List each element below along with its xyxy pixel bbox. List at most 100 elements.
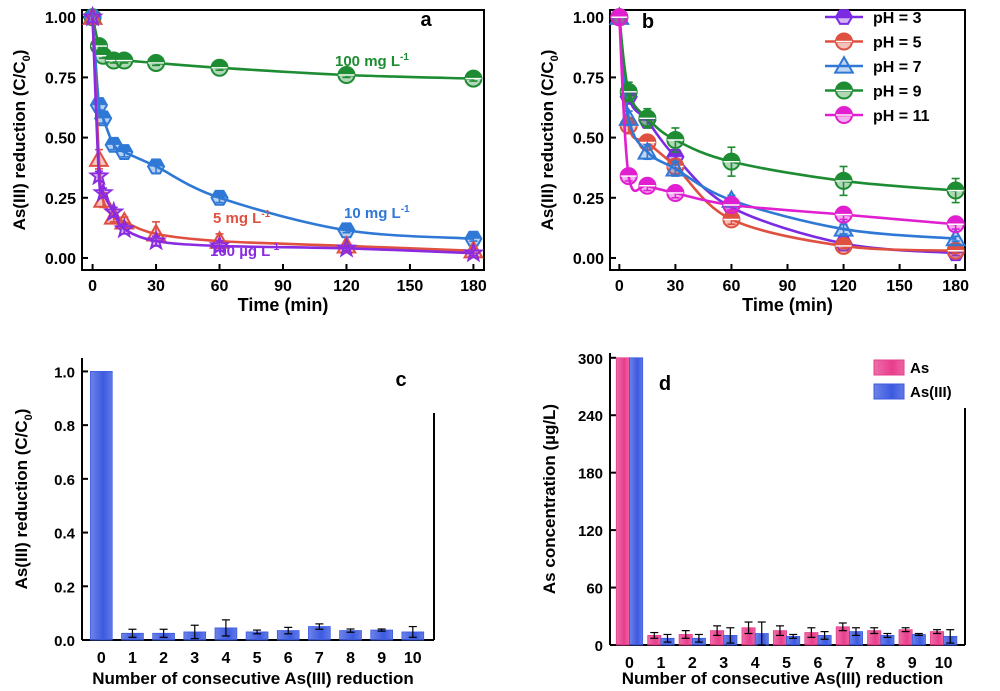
x-tick-label: 6 [814,655,823,672]
data-point [115,51,134,70]
data-point [104,136,123,153]
x-tick-label: 30 [666,278,684,295]
y-tick-label: 0.25 [573,191,604,208]
legend-marker [835,32,853,51]
data-point [834,236,853,255]
y-tick-label: 1.00 [45,10,76,27]
x-tick-label: 180 [460,278,487,295]
data-point [664,158,686,177]
x-tick-label: 2 [688,655,697,672]
x-tick-label: 9 [908,655,917,672]
legend: As As(III) [873,359,952,401]
data-point [638,176,657,195]
series-line [91,17,474,241]
data-point [92,181,115,203]
y-tick-label: 0.00 [45,251,76,268]
x-tick-label: 0 [625,655,634,672]
x-axis-label: Number of consecutive As(III) reduction [92,669,413,688]
data-point [146,158,166,175]
series-4 [610,8,965,234]
y-tick-label: 0.75 [573,70,604,87]
series-3 [81,5,485,263]
x-tick-label: 8 [876,655,885,672]
x-tick-label: 4 [221,650,230,667]
y-tick-label: 0.2 [54,579,75,596]
x-tick-label: 1 [656,655,665,672]
x-tick-label: 120 [333,278,360,295]
y-tick-label: 0.0 [54,633,75,650]
data-point [464,69,483,88]
data-point [337,66,356,84]
x-tick-label: 7 [315,650,324,667]
data-point [464,230,483,247]
y-axis-label: As concentration (µg/L) [540,404,559,594]
y-tick-label: 1.0 [54,364,75,381]
x-axis-label: Time (min) [238,295,329,315]
x-tick-label: 60 [211,278,229,295]
y-tick-label: 120 [578,523,603,540]
data-point [834,205,853,224]
data-point [722,196,741,214]
legend-label: pH = 9 [873,84,922,101]
data-point [147,53,166,72]
y-tick-label: 0 [595,638,603,655]
data-point [208,234,231,256]
x-tick-label: 8 [346,650,355,667]
x-tick-label: 1 [128,650,137,667]
x-tick-label: 0 [97,650,106,667]
data-point [610,8,629,27]
x-tick-label: 5 [253,650,262,667]
panel-c: 0.0 0.2 0.4 0.6 0.8 1.0 0 1 2 3 4 5 6 7 8 9 10 Number of … [12,358,435,688]
bar [629,357,644,646]
data-point [722,210,741,229]
legend-label: pH = 3 [873,10,922,27]
data-point [834,171,853,190]
x-tick-label: 10 [935,655,953,672]
legend-marker [834,9,854,25]
y-tick-label: 300 [578,351,603,368]
data-point [210,189,229,206]
y-tick-label: 0.4 [54,526,76,543]
series-0 [615,357,945,646]
data-point [666,183,685,202]
x-tick-label: 7 [845,655,854,672]
series-annotation: 100 mg L-1 [335,52,409,70]
x-tick-label: 0 [615,278,624,295]
y-tick-label: 0.75 [45,70,76,87]
y-axis-label: As(III) reduction (C/C0) [12,409,35,590]
x-tick-label: 5 [782,655,791,672]
y-tick-label: 0.6 [54,472,75,489]
data-point [115,144,134,160]
panel-label: c [395,369,406,391]
data-point [945,227,967,247]
y-tick-label: 60 [586,581,603,598]
series-0 [90,371,425,641]
panel-b: 0 30 60 90 120 150 180 0.00 0.25 0.50 0.75 1.00 Time… [538,6,969,315]
legend: pH = 3 pH = 5 pH = 7 pH = 9 pH = 11 [825,9,930,125]
data-point [946,181,965,200]
data-point [88,164,110,186]
x-tick-label: 3 [190,650,199,667]
panel-label: a [420,9,432,31]
x-tick-label: 9 [377,650,386,667]
y-tick-label: 1.00 [573,10,604,27]
x-axis-label: Number of consecutive As(III) reduction [622,669,943,688]
x-tick-label: 4 [751,655,760,672]
data-point [619,167,638,186]
y-tick-label: 0.50 [573,131,604,148]
bar [911,634,926,646]
x-tick-label: 180 [942,278,969,295]
data-point [666,131,685,149]
panel-a: 0 30 60 90 120 150 180 0.00 0.25 0.50 0.75 1.00 Time… [10,5,487,315]
legend-label: As [910,360,929,377]
y-axis-label: As(III) reduction (C/C0) [10,50,33,231]
data-point [462,241,485,263]
series-line [91,16,474,80]
series-annotation: 100 µg L-1 [210,242,280,260]
x-tick-label: 2 [159,650,168,667]
y-tick-label: 240 [578,408,603,425]
panel-label: d [659,373,671,395]
legend-marker [835,81,853,100]
series-annotation: 10 mg L-1 [344,204,410,222]
